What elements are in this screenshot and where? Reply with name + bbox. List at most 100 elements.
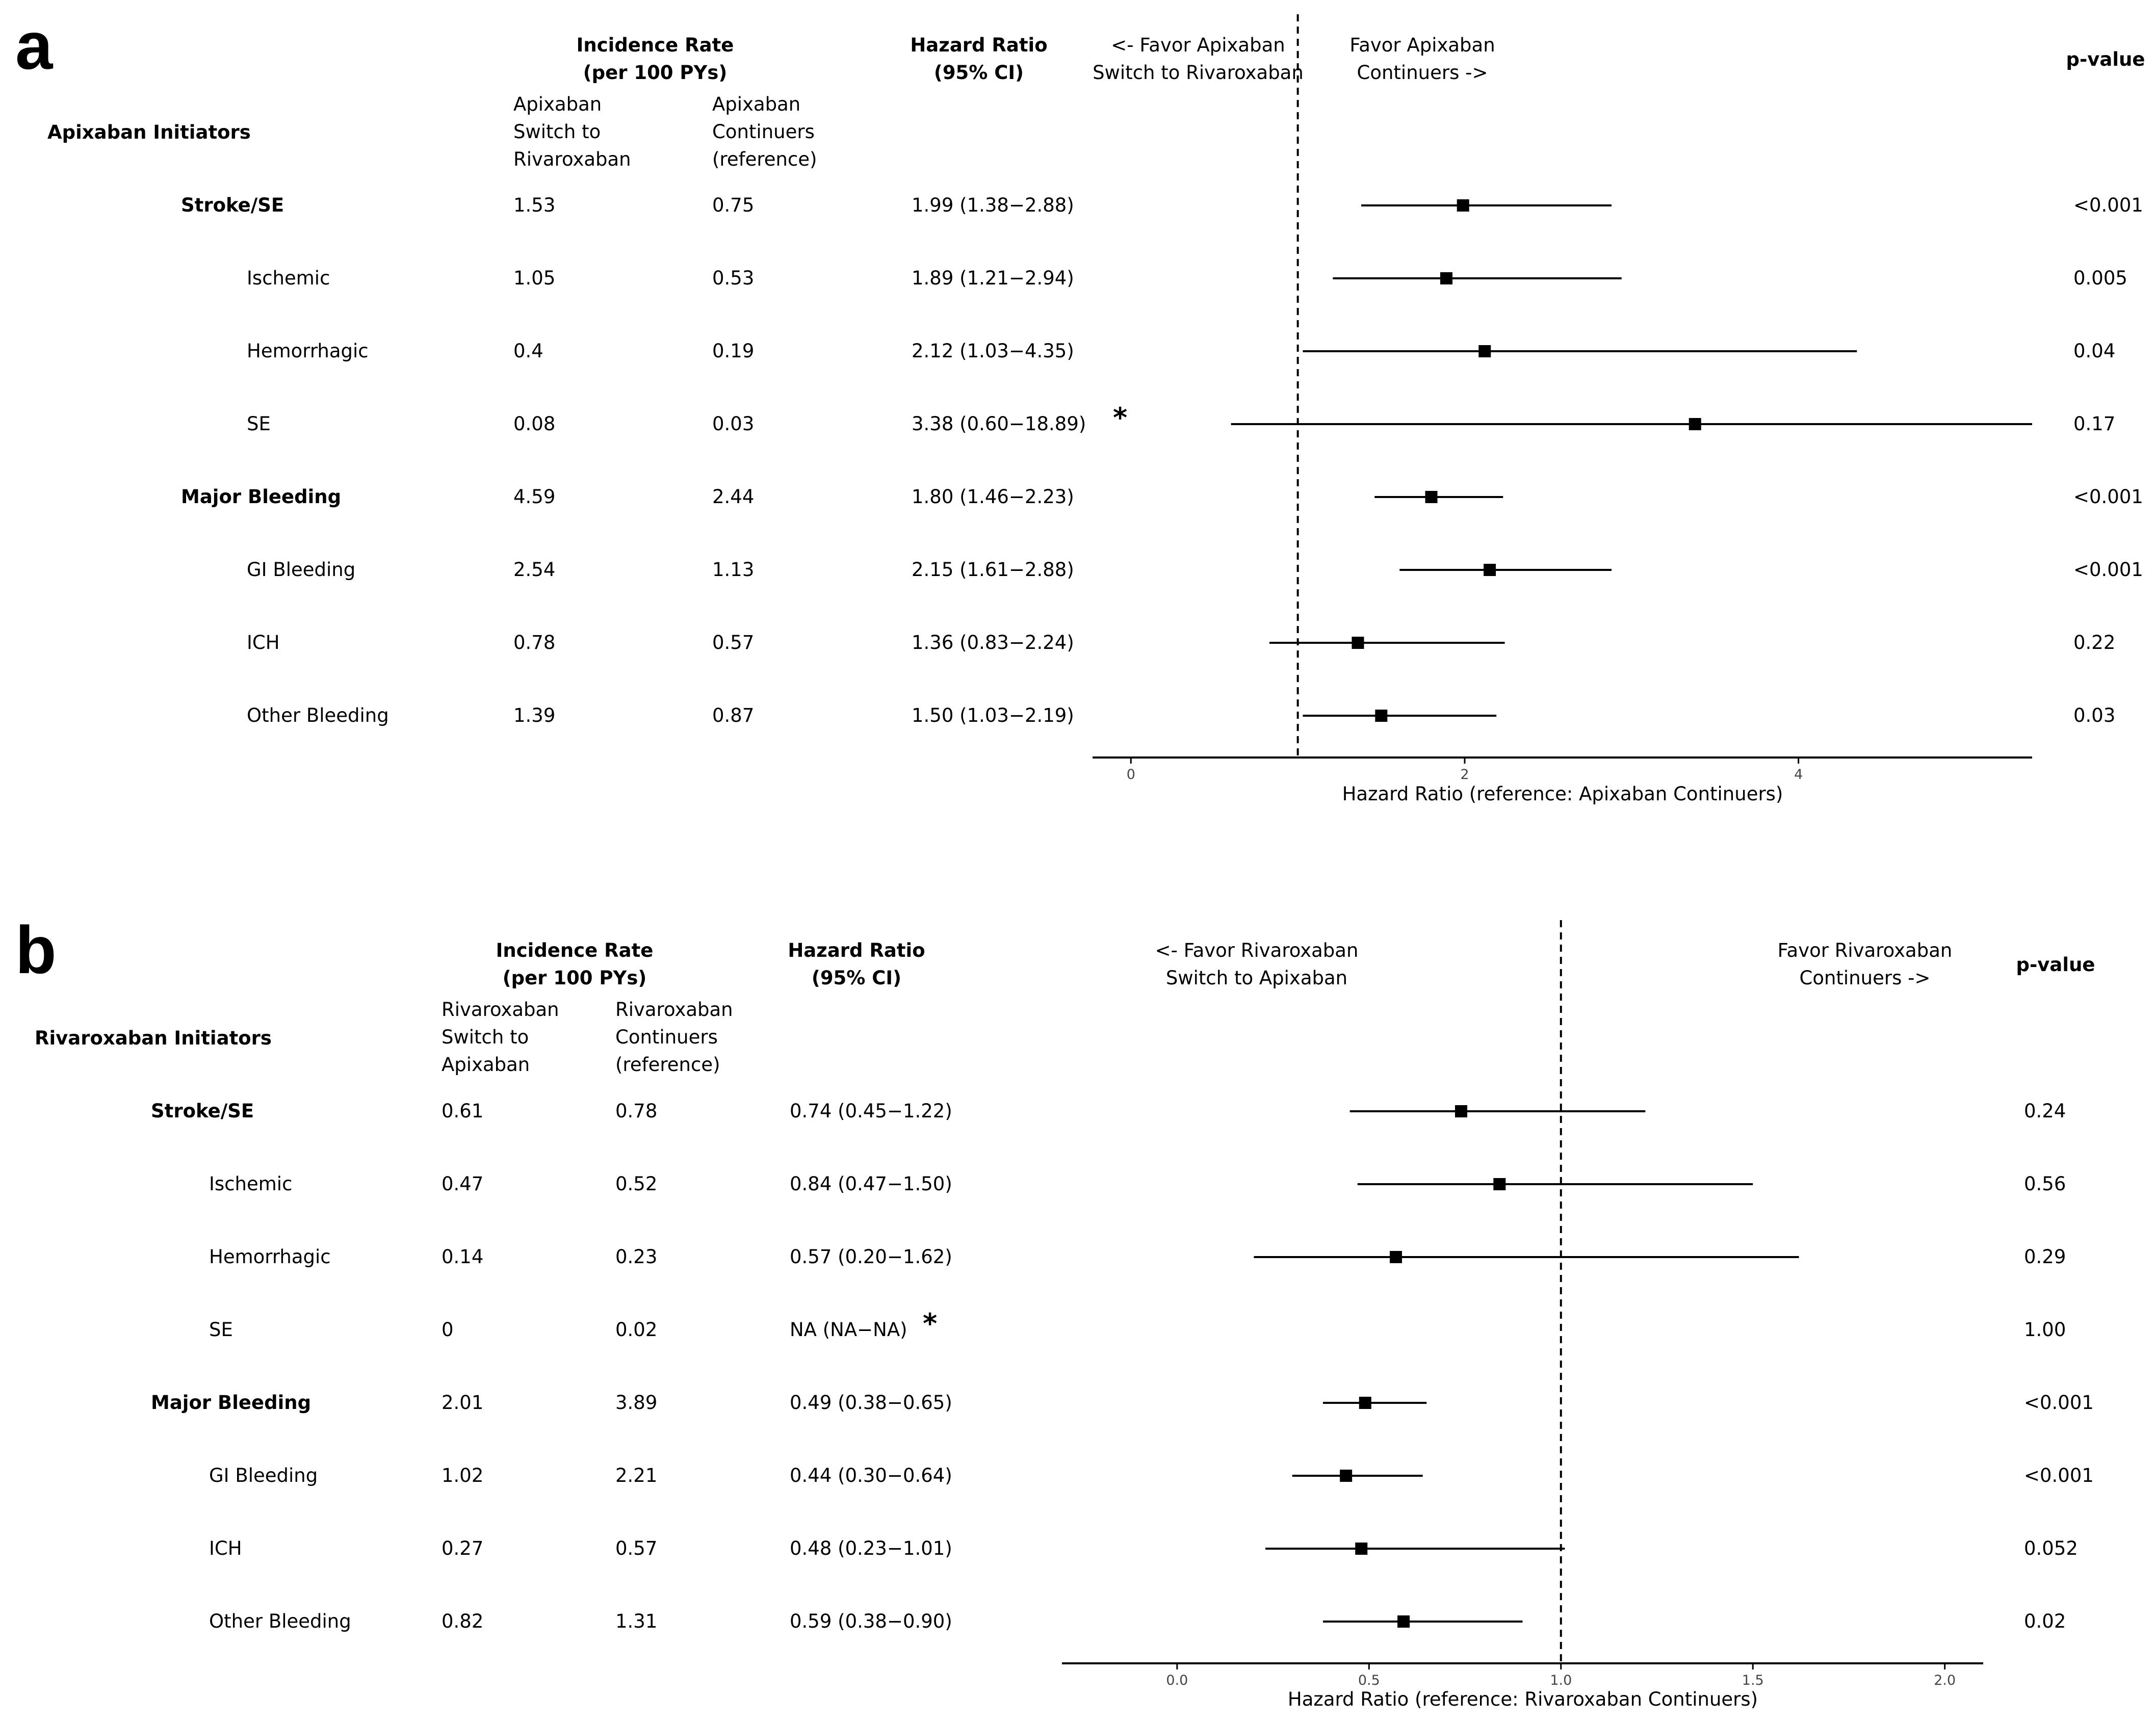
cohort-title-b: Rivaroxaban Initiators	[35, 1027, 272, 1049]
x-tick-label: 2.0	[1934, 1673, 1956, 1688]
p-value: 0.22	[2073, 632, 2116, 654]
ir-switch-value: 0.47	[441, 1173, 484, 1195]
ir-switch-value: 0.08	[513, 413, 556, 435]
hazard-ratio-value: 0.84 (0.47−1.50)	[790, 1173, 952, 1195]
hr-point	[1355, 1543, 1368, 1555]
cohort-title-a: Apixaban Initiators	[47, 121, 251, 143]
ir-continuer-value: 2.21	[615, 1465, 658, 1486]
hr-point	[1493, 1178, 1506, 1190]
p-value: <0.001	[2024, 1465, 2094, 1486]
outcome-label: SE	[209, 1319, 233, 1341]
outcome-label: Major Bleeding	[151, 1392, 311, 1414]
p-value: <0.001	[2024, 1392, 2094, 1414]
p-value: 0.56	[2024, 1173, 2066, 1195]
hr-point	[1425, 491, 1438, 503]
hazard-ratio-value: 0.59 (0.38−0.90)	[790, 1610, 952, 1632]
x-tick-label: 0.0	[1166, 1673, 1188, 1688]
outcome-label: Major Bleeding	[181, 486, 342, 508]
hr-point	[1375, 710, 1388, 722]
x-tick-label: 2	[1460, 767, 1469, 782]
hazard-ratio-value: 1.50 (1.03−2.19)	[912, 704, 1074, 726]
outcome-label: Other Bleeding	[209, 1610, 351, 1632]
ir-continuer-value: 0.57	[712, 632, 755, 654]
hazard-ratio-value: 0.48 (0.23−1.01)	[790, 1537, 952, 1559]
ir-continuer-value: 0.52	[615, 1173, 658, 1195]
p-value: 0.02	[2024, 1610, 2066, 1632]
ir-continuer-value: 3.89	[615, 1392, 658, 1414]
outcome-label: GI Bleeding	[209, 1465, 318, 1486]
p-value: 0.005	[2073, 267, 2127, 289]
switch-column-header-a: Apixaban Switch to Rivaroxaban	[513, 93, 631, 170]
ir-continuer-value: 0.78	[615, 1100, 658, 1122]
p-value: <0.001	[2073, 194, 2143, 216]
ir-switch-value: 1.02	[441, 1465, 484, 1486]
hazard-ratio-value: 0.44 (0.30−0.64)	[790, 1465, 952, 1486]
p-value: 0.04	[2073, 340, 2116, 362]
hazard-ratio-value: 2.15 (1.61−2.88)	[912, 559, 1074, 581]
ir-continuer-value: 0.02	[615, 1319, 658, 1341]
outcome-label: Other Bleeding	[247, 704, 389, 726]
ir-switch-value: 2.54	[513, 559, 556, 581]
ir-continuer-value: 0.19	[712, 340, 755, 362]
ir-switch-value: 1.53	[513, 194, 556, 216]
outcome-label: Ischemic	[209, 1173, 293, 1195]
hazard-ratio-value: 3.38 (0.60−18.89)	[912, 413, 1086, 435]
favor-right-label-b: Favor Rivaroxaban Continuers ->	[1777, 939, 1953, 989]
hazard-ratio-value: 1.36 (0.83−2.24)	[912, 632, 1074, 654]
incidence-rate-header-b: Incidence Rate (per 100 PYs)	[496, 939, 654, 989]
x-tick-label: 4	[1794, 767, 1803, 782]
outcome-label: Hemorrhagic	[209, 1246, 331, 1268]
x-tick-label: 1.0	[1550, 1673, 1572, 1688]
outcome-label: Stroke/SE	[151, 1100, 254, 1122]
ir-switch-value: 0.61	[441, 1100, 484, 1122]
ir-continuer-value: 0.23	[615, 1246, 658, 1268]
outcome-label: Ischemic	[247, 267, 330, 289]
ir-switch-value: 0.27	[441, 1537, 484, 1559]
hr-point	[1390, 1251, 1402, 1263]
p-value: 1.00	[2024, 1319, 2066, 1341]
ir-switch-value: 0.14	[441, 1246, 484, 1268]
continuer-column-header-b: Rivaroxaban Continuers (reference)	[615, 999, 733, 1076]
ir-switch-value: 1.39	[513, 704, 556, 726]
hr-point	[1478, 345, 1491, 357]
ir-continuer-value: 0.87	[712, 704, 755, 726]
ir-continuer-value: 1.13	[712, 559, 755, 581]
continuer-column-header-a: Apixaban Continuers (reference)	[712, 93, 817, 170]
ir-continuer-value: 0.57	[615, 1537, 658, 1559]
p-value: <0.001	[2073, 559, 2143, 581]
switch-column-header-b: Rivaroxaban Switch to Apixaban	[441, 999, 559, 1076]
hazard-ratio-header-b: Hazard Ratio (95% CI)	[788, 939, 925, 989]
hr-point	[1352, 637, 1364, 649]
outcome-label: ICH	[247, 632, 280, 654]
outcome-label: SE	[247, 413, 271, 435]
hazard-ratio-value: 1.80 (1.46−2.23)	[912, 486, 1074, 508]
favor-left-label-a: <- Favor Apixaban Switch to Rivaroxaban	[1093, 34, 1304, 84]
incidence-rate-header-a: Incidence Rate (per 100 PYs)	[576, 34, 734, 84]
panel-label-b: b	[15, 912, 57, 987]
outcome-label: GI Bleeding	[247, 559, 356, 581]
ir-switch-value: 2.01	[441, 1392, 484, 1414]
hr-point	[1359, 1397, 1371, 1409]
favor-right-label-a: Favor Apixaban Continuers ->	[1349, 34, 1495, 84]
ir-continuer-value: 0.53	[712, 267, 755, 289]
hazard-ratio-value: 0.57 (0.20−1.62)	[790, 1246, 952, 1268]
ir-continuer-value: 0.03	[712, 413, 755, 435]
pvalue-header-b: p-value	[2016, 954, 2095, 976]
ir-switch-value: 0.78	[513, 632, 556, 654]
hazard-ratio-value: 2.12 (1.03−4.35)	[912, 340, 1074, 362]
hr-point	[1689, 418, 1701, 430]
p-value: 0.03	[2073, 704, 2116, 726]
outcome-label: Hemorrhagic	[247, 340, 369, 362]
p-value: 0.29	[2024, 1246, 2066, 1268]
hr-point	[1440, 272, 1452, 284]
hazard-ratio-value: 1.99 (1.38−2.88)	[912, 194, 1074, 216]
ir-switch-value: 0.4	[513, 340, 543, 362]
asterisk-note: *	[923, 1308, 938, 1340]
ir-continuer-value: 1.31	[615, 1610, 658, 1632]
hr-point	[1484, 564, 1496, 576]
favor-left-label-b: <- Favor Rivaroxaban Switch to Apixaban	[1155, 939, 1359, 989]
panel-label-a: a	[15, 8, 53, 83]
p-value: 0.17	[2073, 413, 2116, 435]
x-tick-label: 1.5	[1742, 1673, 1764, 1688]
